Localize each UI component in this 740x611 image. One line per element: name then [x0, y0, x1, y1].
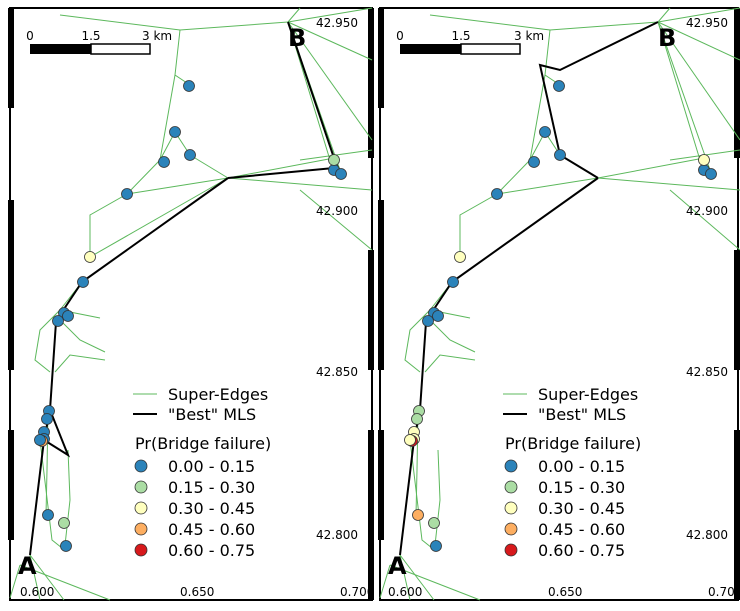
legend-class-swatch [134, 480, 148, 494]
legend-class-swatch [134, 459, 148, 473]
bridge-point [432, 310, 444, 322]
lat-label: 42.800 [316, 528, 358, 542]
lon-label: 0.600 [20, 585, 54, 599]
bridge-point [77, 276, 89, 288]
bridge-point [553, 80, 565, 92]
lon-label: 0.700 [708, 585, 740, 599]
bridge-point [84, 251, 96, 263]
bridge-point [52, 315, 64, 327]
lon-label: 0.650 [548, 585, 582, 599]
lon-label: 0.650 [180, 585, 214, 599]
super-edges [379, 7, 740, 601]
legend-class-swatch [504, 459, 518, 473]
lat-label: 42.950 [686, 16, 728, 30]
lon-label: 0.700 [340, 585, 374, 599]
bridge-point [528, 156, 540, 168]
bridge-points [404, 80, 717, 552]
bridge-point [404, 434, 416, 446]
bridge-point [422, 315, 434, 327]
bridge-point [60, 540, 72, 552]
legend-class-label: 0.30 - 0.45 [538, 499, 625, 518]
lat-label: 42.900 [316, 204, 358, 218]
bridge-point [169, 126, 181, 138]
legend-class-label: 0.00 - 0.15 [538, 457, 625, 476]
legend-super-edges: Super-Edges [168, 385, 268, 404]
bridge-point [62, 310, 74, 322]
legend-best-mls: "Best" MLS [538, 405, 626, 424]
bridge-point [34, 434, 46, 446]
legend-class-swatch [504, 480, 518, 494]
map-legend: Super-Edges "Best" MLS Pr(Bridge failure… [503, 385, 641, 560]
scale-bar: 0 1.5 3 km [26, 29, 172, 55]
scale-label: 3 km [142, 29, 172, 43]
legend-classes: 0.00 - 0.15 0.15 - 0.30 0.30 - 0.45 0.45 - … [504, 457, 625, 560]
legend-class-swatch [504, 522, 518, 536]
lon-label: 0.600 [388, 585, 422, 599]
scale-label: 0 [26, 29, 34, 43]
bridge-point [41, 413, 53, 425]
legend-class-swatch [504, 501, 518, 515]
scale-label: 1.5 [81, 29, 100, 43]
bridge-point [447, 276, 459, 288]
bridge-point [183, 80, 195, 92]
scale-label: 0 [396, 29, 404, 43]
map-panel-left: 0 1.5 3 km B A 42.950 42.900 42.850 42.8… [8, 7, 374, 601]
bridge-point [705, 168, 717, 180]
bridge-point [554, 149, 566, 161]
legend-class-swatch [504, 543, 518, 557]
legend-class-label: 0.15 - 0.30 [168, 478, 255, 497]
bridge-point [121, 188, 133, 200]
start-point-label: A [388, 552, 407, 580]
bridge-point [411, 413, 423, 425]
legend-super-edges: Super-Edges [538, 385, 638, 404]
lat-label: 42.850 [316, 365, 358, 379]
bridge-point [430, 540, 442, 552]
legend-class-label: 0.45 - 0.60 [168, 520, 255, 539]
legend-class-label: 0.60 - 0.75 [168, 541, 255, 560]
legend-class-swatch [134, 501, 148, 515]
lat-label: 42.850 [686, 365, 728, 379]
end-point-label: B [288, 24, 306, 52]
frame-ticks [8, 8, 374, 600]
bridge-point [42, 509, 54, 521]
bridge-point [158, 156, 170, 168]
bridge-point [335, 168, 347, 180]
bridge-point [454, 251, 466, 263]
bridge-point [184, 149, 196, 161]
bridge-point [328, 154, 340, 166]
bridge-point [698, 154, 710, 166]
legend-class-label: 0.60 - 0.75 [538, 541, 625, 560]
super-edges [9, 7, 373, 601]
legend-title: Pr(Bridge failure) [505, 434, 641, 453]
scale-bar: 0 1.5 3 km [396, 29, 544, 55]
bridge-points [34, 80, 347, 552]
legend-class-swatch [134, 522, 148, 536]
bridge-point [58, 517, 70, 529]
lat-label: 42.800 [686, 528, 728, 542]
legend-class-swatch [134, 543, 148, 557]
legend-best-mls: "Best" MLS [168, 405, 256, 424]
map-panel-right: 0 1.5 3 km B A 42.950 42.900 42.850 42.8… [378, 7, 740, 601]
legend-class-label: 0.45 - 0.60 [538, 520, 625, 539]
legend-classes: 0.00 - 0.15 0.15 - 0.30 0.30 - 0.45 0.45 - … [134, 457, 255, 560]
legend-class-label: 0.00 - 0.15 [168, 457, 255, 476]
bridge-point [428, 517, 440, 529]
start-point-label: A [18, 552, 37, 580]
legend-class-label: 0.30 - 0.45 [168, 499, 255, 518]
lat-label: 42.900 [686, 204, 728, 218]
lat-label: 42.950 [316, 16, 358, 30]
map-legend: Super-Edges "Best" MLS Pr(Bridge failure… [133, 385, 271, 560]
bridge-point [412, 509, 424, 521]
legend-title: Pr(Bridge failure) [135, 434, 271, 453]
scale-label: 1.5 [451, 29, 470, 43]
legend-class-label: 0.15 - 0.30 [538, 478, 625, 497]
frame-ticks [378, 8, 740, 600]
scale-label: 3 km [514, 29, 544, 43]
bridge-point [491, 188, 503, 200]
end-point-label: B [658, 24, 676, 52]
bridge-point [539, 126, 551, 138]
